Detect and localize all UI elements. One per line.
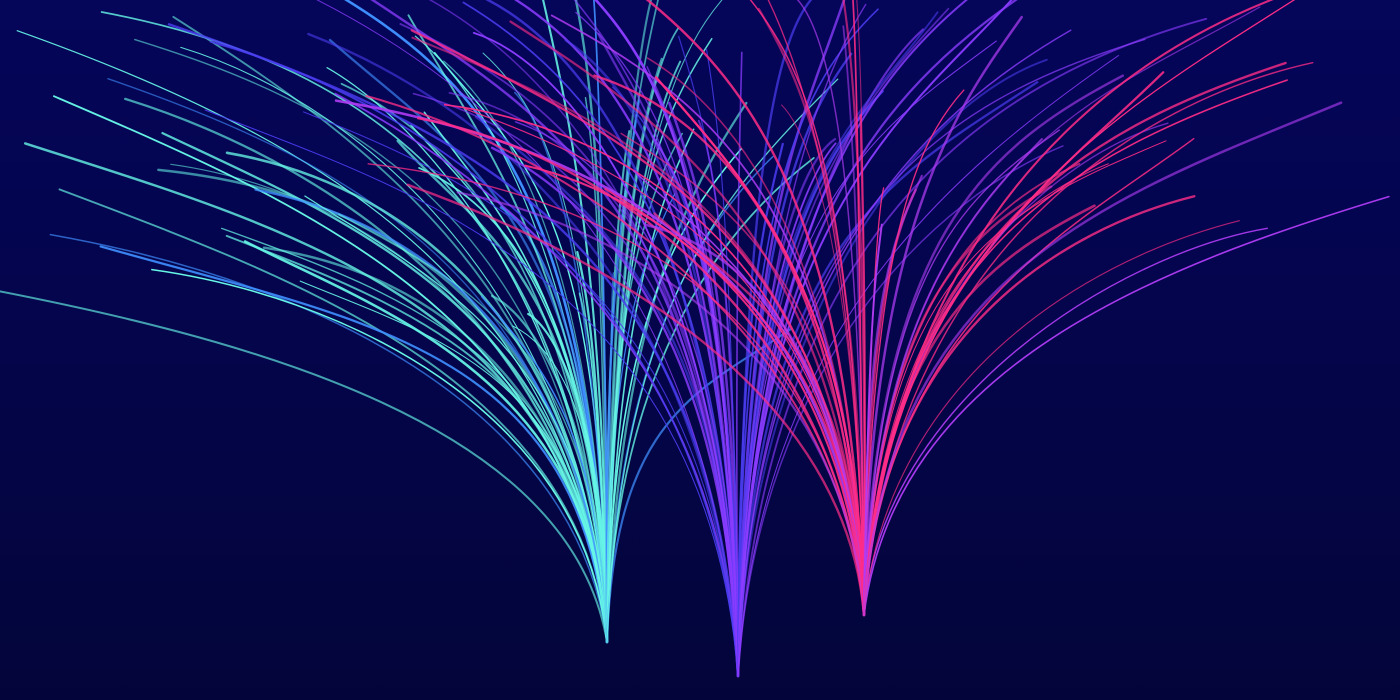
violet-fountain-strand bbox=[736, 0, 1018, 678]
pink-fountain-strand bbox=[863, 89, 965, 616]
pink-fountain-strand bbox=[852, 0, 865, 616]
pink-fountain-strand bbox=[604, 187, 865, 616]
violet-fountain-strand bbox=[737, 38, 1146, 677]
pink-fountain-strand bbox=[863, 227, 1269, 616]
cyan-fountain-strand bbox=[299, 280, 608, 643]
pink-fountain-strand bbox=[645, 0, 866, 617]
violet-fountain-strand bbox=[736, 52, 853, 678]
pink-fountain-strand bbox=[620, 132, 865, 616]
pink-fountain-strand bbox=[862, 101, 1343, 617]
cyan-fountain-strand bbox=[606, 157, 815, 643]
violet-fountain-strand bbox=[412, 92, 739, 677]
pink-fountain-strand bbox=[417, 117, 866, 617]
pink-fountain-strand bbox=[859, 114, 866, 617]
pink-fountain-strand bbox=[781, 104, 865, 616]
pink-fountain-strand bbox=[456, 191, 866, 617]
pink-fountain-strand bbox=[653, 212, 866, 617]
violet-fountain-strand bbox=[735, 51, 743, 677]
cyan-fountain-strand bbox=[576, 250, 609, 644]
pink-fountain-strand bbox=[862, 74, 1125, 617]
pink-fountain-strand bbox=[863, 195, 1390, 616]
violet-fountain-strand bbox=[736, 81, 1039, 678]
violet-fountain-strand bbox=[204, 109, 739, 677]
cyan-fountain-strand bbox=[396, 139, 609, 644]
violet-fountain-strand bbox=[736, 0, 813, 678]
pink-fountain-strand bbox=[863, 6, 1261, 616]
pink-fountain-strand bbox=[863, 223, 883, 616]
cyan-fountain-strand bbox=[49, 233, 608, 643]
violet-fountain-strand bbox=[706, 49, 739, 677]
violet-fountain-strand bbox=[737, 11, 939, 677]
pink-fountain-strand bbox=[863, 220, 1240, 616]
pink-fountain-strand bbox=[863, 140, 1167, 616]
cyan-fountain-strand bbox=[605, 328, 792, 644]
pink-fountain-strand bbox=[862, 0, 1274, 617]
cyan-fountain bbox=[0, 0, 839, 644]
cyan-fountain-strand bbox=[606, 0, 723, 643]
cyan-fountain-strand bbox=[606, 37, 713, 643]
cyan-fountain-strand bbox=[151, 268, 608, 643]
cyan-fountain-strand bbox=[606, 132, 683, 643]
cyan-fountain-strand bbox=[605, 99, 640, 644]
pink-fountain-strand bbox=[862, 15, 1023, 617]
violet-fountain-strand bbox=[737, 58, 1048, 677]
violet-fountain-strand bbox=[307, 32, 740, 678]
strand-layer bbox=[0, 0, 1390, 678]
cyan-fountain-strand bbox=[254, 188, 609, 644]
cyan-fountain-strand bbox=[606, 78, 839, 643]
pink-fountain bbox=[334, 0, 1390, 617]
pink-fountain-strand bbox=[406, 183, 866, 617]
violet-fountain-strand bbox=[302, 111, 739, 677]
cyan-fountain-strand bbox=[99, 245, 609, 644]
violet-fountain-strand bbox=[737, 54, 1120, 677]
violet-fountain-strand bbox=[737, 17, 1208, 677]
violet-fountain-strand bbox=[514, 121, 739, 677]
cyan-fountain-strand bbox=[157, 168, 609, 644]
pink-fountain-strand bbox=[862, 61, 1287, 617]
pink-fountain-strand bbox=[757, 7, 866, 617]
violet-fountain-strand bbox=[737, 40, 997, 677]
cyan-fountain-strand bbox=[490, 294, 609, 644]
pink-fountain-strand bbox=[654, 76, 866, 617]
pink-fountain-strand bbox=[524, 164, 866, 617]
violet-fountain-strand bbox=[597, 33, 740, 678]
cyan-fountain-strand bbox=[0, 290, 609, 644]
cyan-fountain-strand bbox=[262, 246, 609, 644]
cyan-fountain-strand bbox=[304, 195, 608, 643]
